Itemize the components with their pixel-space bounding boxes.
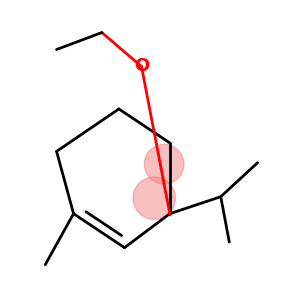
Text: O: O bbox=[134, 58, 149, 76]
Circle shape bbox=[144, 144, 184, 184]
Circle shape bbox=[133, 177, 176, 219]
